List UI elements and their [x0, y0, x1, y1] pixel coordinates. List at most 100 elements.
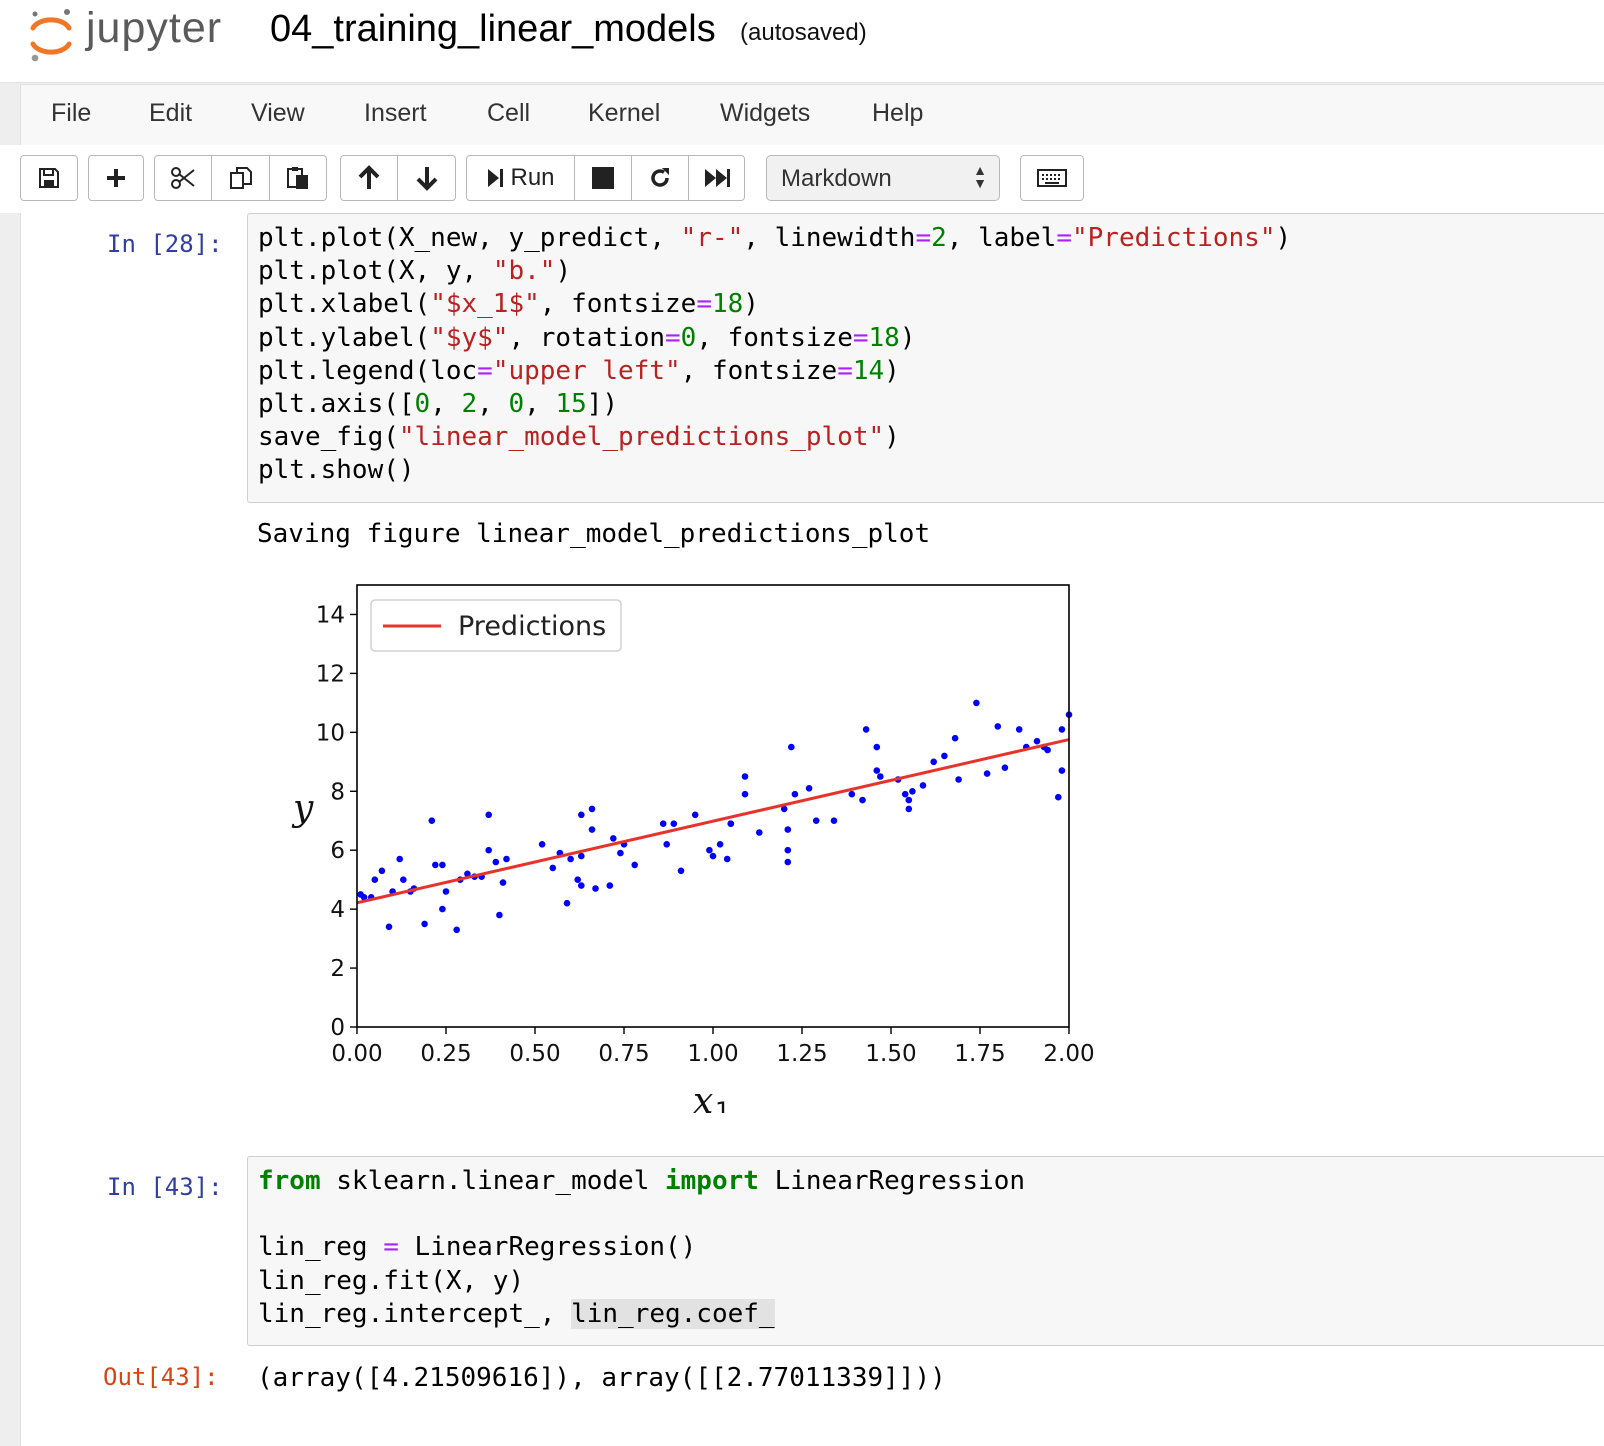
code-cell-input[interactable]: plt.plot(X_new, y_predict, "r-", linewid… [247, 213, 1604, 503]
data-point [1055, 793, 1062, 801]
restart-run-all-button[interactable] [689, 156, 744, 200]
menu-file[interactable]: File [51, 99, 92, 127]
data-point [941, 752, 948, 760]
x-tick-label: 1.25 [776, 1041, 827, 1067]
menu-cell[interactable]: Cell [487, 99, 531, 127]
code-line: plt.axis([0, 2, 0, 15]) [258, 389, 619, 420]
data-point [905, 805, 913, 813]
data-point [788, 743, 795, 751]
predictions-chart: 0.00 0.25 0.50 0.75 1.00 1.25 1.50 1.75 2.00 0 2 4 6… [291, 584, 1095, 1113]
move-up-button[interactable] [341, 156, 398, 200]
x-tick-label: 0.50 [509, 1041, 560, 1067]
code-line: lin_reg.intercept_, lin_reg.coef_ [258, 1298, 775, 1329]
data-point [563, 899, 571, 907]
data-point [919, 782, 927, 789]
restart-button[interactable] [632, 156, 689, 200]
menu-insert[interactable]: Insert [364, 99, 427, 127]
save-icon [39, 168, 59, 188]
command-palette-button[interactable] [1021, 156, 1083, 200]
data-point [873, 767, 881, 774]
data-point [538, 841, 546, 848]
data-point [1033, 737, 1041, 745]
data-point [578, 852, 585, 860]
execute-result: (array([4.21509616]), array([[2.77011339… [257, 1363, 946, 1393]
keyboard-group [1020, 155, 1084, 201]
code-line: plt.plot(X, y, "b.") [258, 256, 572, 287]
data-point [830, 817, 838, 824]
data-point [784, 846, 792, 854]
data-point [631, 861, 638, 869]
paste-button[interactable] [270, 156, 326, 200]
data-point [677, 867, 685, 875]
copy-icon [229, 167, 252, 189]
menu-help[interactable]: Help [872, 99, 924, 127]
menu-edit[interactable]: Edit [149, 99, 193, 127]
save-button[interactable] [21, 156, 77, 200]
cell-type-value: Markdown [781, 165, 892, 192]
code-cell-input[interactable]: from sklearn.linear_model import LinearR… [247, 1156, 1604, 1346]
code-line: plt.ylabel("$y$", rotation=0, fontsize=1… [258, 322, 916, 353]
data-point [994, 723, 1002, 730]
y-tick-label: 12 [316, 661, 345, 687]
data-point [955, 776, 962, 783]
select-arrows-icon: ▲ ▼ [973, 162, 987, 191]
menu-widgets[interactable]: Widgets [720, 99, 811, 127]
insert-group [88, 155, 144, 201]
data-point [716, 841, 724, 848]
data-point [859, 796, 866, 804]
data-point [617, 849, 624, 857]
legend-box [370, 599, 622, 652]
keyboard-icon [1037, 169, 1067, 187]
menu-view[interactable]: View [251, 99, 305, 127]
x-tick-label: 1.50 [865, 1041, 916, 1067]
copy-button[interactable] [212, 156, 270, 200]
data-point [951, 734, 959, 742]
run-button[interactable]: Run [467, 156, 575, 200]
data-point [421, 920, 428, 928]
code-editor[interactable]: plt.plot(X_new, y_predict, "r-", linewid… [258, 222, 1291, 488]
data-point [485, 846, 492, 854]
notebook-name[interactable]: 04_training_linear_models [270, 8, 716, 50]
code-editor[interactable]: from sklearn.linear_model import LinearR… [258, 1165, 1025, 1331]
data-point [453, 926, 460, 934]
data-point [663, 841, 670, 848]
move-down-button[interactable] [398, 156, 455, 200]
toolbar: Run Markdown ▲ ▼ [0, 145, 1604, 213]
run-label: Run [510, 164, 555, 191]
data-point [492, 858, 500, 866]
data-point [439, 861, 446, 869]
data-point [371, 876, 379, 883]
input-prompt: In [43]: [107, 1173, 223, 1201]
logo-text: jupyter [86, 4, 223, 52]
paste-icon [287, 167, 308, 189]
arrow-up-icon [358, 165, 380, 189]
cut-button[interactable] [155, 156, 212, 200]
data-point [503, 855, 510, 863]
jupyter-logo-icon[interactable] [26, 6, 76, 64]
y-tick-label: 4 [330, 897, 345, 923]
insert-cell-button[interactable] [89, 156, 143, 200]
data-point [791, 790, 799, 798]
cell-type-select[interactable]: Markdown ▲ ▼ [766, 155, 1000, 201]
stop-icon [592, 167, 614, 189]
x-axis-label: x [693, 1081, 713, 1113]
code-line: plt.show() [258, 455, 415, 486]
x-axis-label-subscript: 1 [715, 1097, 730, 1113]
data-point [442, 888, 450, 895]
data-point [1015, 726, 1023, 733]
data-point [877, 773, 884, 780]
data-point [805, 785, 813, 792]
data-point [901, 790, 909, 798]
code-line: save_fig("linear_model_predictions_plot"… [258, 422, 900, 453]
interrupt-button[interactable] [575, 156, 632, 200]
y-tick-label: 0 [330, 1015, 345, 1041]
header: jupyter 04_training_linear_models (autos… [0, 0, 1604, 83]
data-point [706, 846, 713, 854]
y-tick-label: 14 [316, 602, 345, 628]
data-point [709, 852, 717, 860]
data-point [567, 855, 574, 863]
y-tick-label: 2 [330, 956, 345, 982]
x-tick-label: 0.00 [331, 1041, 382, 1067]
data-point [784, 826, 792, 833]
menu-kernel[interactable]: Kernel [588, 99, 661, 127]
